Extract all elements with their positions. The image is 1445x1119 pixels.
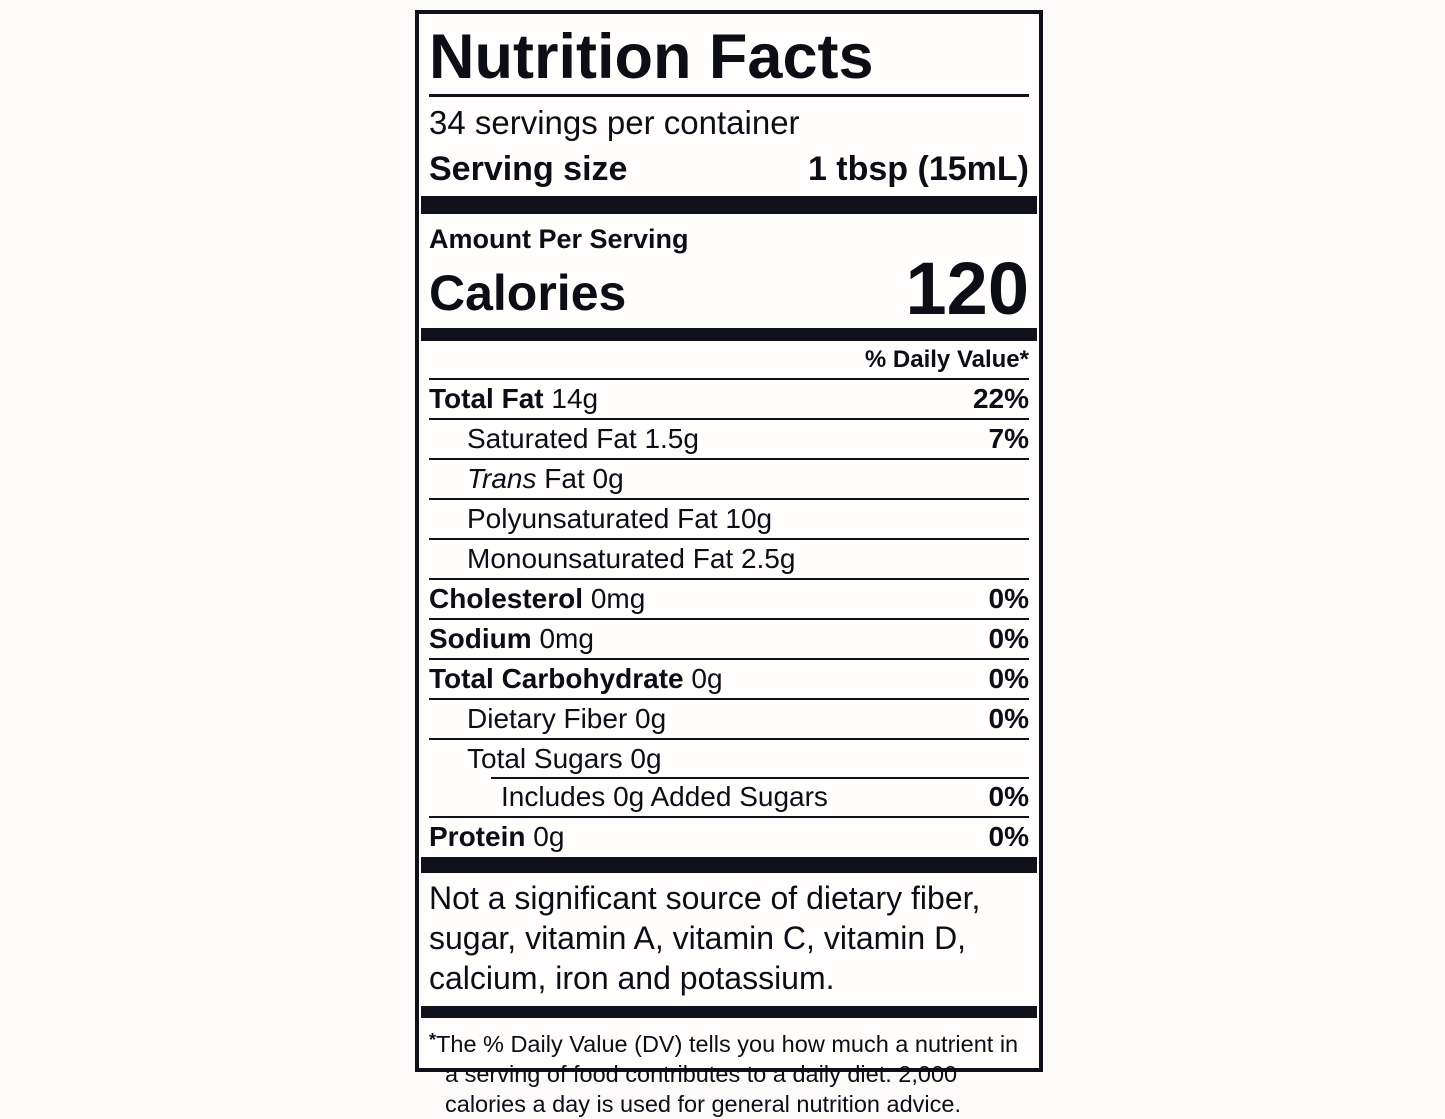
nutrient-name: Cholesterol (429, 583, 584, 614)
nutrient-name: Total Fat (429, 383, 544, 414)
divider-thick-bottom (421, 857, 1037, 873)
footnote-asterisk: * (429, 1030, 437, 1050)
nutrient-row-trans-fat: Trans Fat 0g (429, 458, 1029, 498)
nutrient-amount: 0g (691, 663, 723, 694)
nutrient-amount: 1.5g (644, 423, 699, 454)
nutrient-row-polyunsaturated-fat: Polyunsaturated Fat 10g (429, 498, 1029, 538)
serving-size-value: 1 tbsp (15mL) (807, 150, 1029, 188)
nutrient-name: Saturated Fat (467, 423, 637, 454)
nutrient-row-added-sugars: Includes 0g Added Sugars 0% (429, 777, 1029, 816)
nutrient-rows: Total Fat 14g 22% Saturated Fat 1.5g 7% … (429, 378, 1029, 856)
nutrient-amount: 0g (533, 821, 565, 852)
servings-per-container: 34 servings per container (429, 104, 800, 141)
daily-value: 7% (988, 423, 1029, 454)
daily-value: 0% (988, 663, 1029, 694)
nutrient-amount: 2.5g (740, 543, 796, 574)
daily-value: 0% (988, 623, 1029, 654)
serving-size-label: Serving size (429, 150, 628, 188)
nutrient-name: Total Carbohydrate (429, 663, 684, 694)
nutrient-amount: 0g Added Sugars (613, 781, 828, 812)
calories-label: Calories (429, 265, 627, 321)
nutrient-amount: 0mg (539, 623, 594, 654)
label-title: Nutrition Facts (429, 14, 1029, 97)
nutrient-name: Total Sugars (467, 743, 623, 774)
calories-value: 120 (905, 247, 1029, 330)
nutrient-name: Monounsaturated Fat (467, 543, 734, 574)
nutrient-amount: 14g (551, 383, 599, 414)
nutrient-row-monounsaturated-fat: Monounsaturated Fat 2.5g (429, 538, 1029, 578)
divider-mid-calories (421, 328, 1037, 341)
amount-per-serving-label: Amount Per Serving (429, 224, 689, 254)
nutrient-name: Includes (501, 781, 606, 812)
not-significant-statement: Not a significant source of dietary fibe… (429, 880, 981, 996)
nutrient-amount: Fat 0g (544, 463, 624, 494)
divider-thick-top (421, 196, 1037, 214)
nutrient-amount: 0mg (590, 583, 646, 614)
nutrient-row-total-sugars: Total Sugars 0g (429, 738, 1029, 778)
nutrient-row-total-fat: Total Fat 14g 22% (429, 378, 1029, 418)
calories-row: Calories 120 (429, 247, 1029, 330)
serving-size-row: Serving size 1 tbsp (15mL) (429, 146, 1029, 192)
nutrient-amount: 0g (630, 743, 662, 774)
daily-value: 0% (988, 821, 1029, 852)
nutrient-row-dietary-fiber: Dietary Fiber 0g 0% (429, 698, 1029, 738)
nutrient-name: Polyunsaturated Fat (467, 503, 718, 534)
daily-value-header: % Daily Value* (864, 346, 1029, 373)
daily-value: 22% (972, 383, 1029, 414)
daily-value-footnote: *The % Daily Value (DV) tells you how mu… (429, 1018, 1029, 1119)
nutrient-amount: 10g (725, 503, 773, 534)
nutrient-row-saturated-fat: Saturated Fat 1.5g 7% (429, 418, 1029, 458)
daily-value: 0% (988, 781, 1029, 812)
daily-value: 0% (988, 703, 1029, 734)
nutrient-row-total-carbohydrate: Total Carbohydrate 0g 0% (429, 658, 1029, 698)
daily-value: 0% (988, 583, 1029, 614)
footnote-text: The % Daily Value (DV) tells you how muc… (436, 1031, 1019, 1117)
nutrient-name: Trans (467, 463, 537, 494)
nutrition-facts-label: Nutrition Facts 34 servings per containe… (415, 10, 1043, 1117)
nutrient-row-cholesterol: Cholesterol 0mg 0% (429, 578, 1029, 618)
nutrient-name: Dietary Fiber (467, 703, 628, 734)
nutrient-name: Sodium (429, 623, 532, 654)
nutrient-row-protein: Protein 0g 0% (429, 816, 1029, 856)
divider-footnote (421, 1006, 1037, 1018)
nutrient-row-sodium: Sodium 0mg 0% (429, 618, 1029, 658)
nutrient-amount: 0g (635, 703, 667, 734)
nutrient-name: Protein (429, 821, 526, 852)
